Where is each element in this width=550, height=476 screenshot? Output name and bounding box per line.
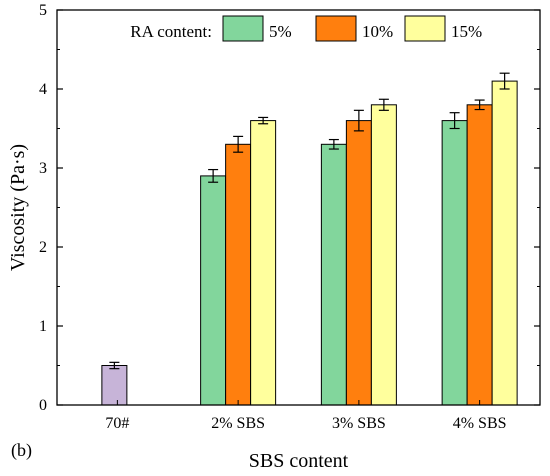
x-tick-label: 3% SBS xyxy=(332,415,386,432)
bar-5pct-3 xyxy=(441,120,468,406)
bar-10pct-2 xyxy=(345,120,372,406)
error-bar-70-baseline xyxy=(109,361,120,370)
bar-10pct-3 xyxy=(466,104,493,406)
y-tick-label: 3 xyxy=(39,160,47,177)
y-tick-label: 1 xyxy=(39,318,47,335)
y-tick-label: 4 xyxy=(39,81,47,98)
bar-5pct-2 xyxy=(320,143,347,406)
bar-15pct-3 xyxy=(491,80,518,406)
x-axis-title: SBS content xyxy=(249,450,349,472)
error-bar-5pct-1 xyxy=(208,168,219,183)
x-tick-label: 70# xyxy=(105,415,129,432)
bar-5pct-1 xyxy=(200,175,227,406)
x-tick-label: 2% SBS xyxy=(211,415,265,432)
legend-title: RA content: xyxy=(130,22,212,41)
axis-ticks: 0 1 2 3 4 5 70# 2% SBS 3% SBS 4% SBS xyxy=(39,2,540,432)
bar-10pct-1 xyxy=(225,143,252,406)
legend-label: 10% xyxy=(362,22,393,41)
legend-swatch xyxy=(315,15,357,42)
error-bar-15pct-1 xyxy=(258,116,269,125)
bar-15pct-1 xyxy=(250,120,277,406)
y-tick-label: 2 xyxy=(39,239,47,256)
panel-label: (b) xyxy=(11,440,32,461)
error-bar-10pct-1 xyxy=(233,135,244,153)
bar-15pct-2 xyxy=(370,104,397,406)
bars-layer xyxy=(101,80,518,406)
legend-swatch xyxy=(404,15,446,42)
legend-label: 15% xyxy=(451,22,482,41)
y-tick-label: 0 xyxy=(39,397,47,414)
legend: RA content: 5% 10% 15% xyxy=(130,15,482,42)
legend-swatch xyxy=(222,15,264,42)
error-bar-15pct-2 xyxy=(378,98,389,111)
y-tick-label: 5 xyxy=(39,2,47,19)
error-bar-10pct-3 xyxy=(474,99,485,111)
error-bar-5pct-2 xyxy=(328,138,339,150)
error-bars-layer xyxy=(109,72,510,370)
error-bar-10pct-2 xyxy=(353,109,364,132)
legend-label: 5% xyxy=(269,22,292,41)
error-bar-5pct-3 xyxy=(449,112,460,130)
x-tick-label: 4% SBS xyxy=(453,415,507,432)
bar-70-baseline xyxy=(101,365,128,406)
error-bar-15pct-3 xyxy=(499,72,510,90)
y-axis-title: Viscosity (Pa·s) xyxy=(7,144,29,271)
